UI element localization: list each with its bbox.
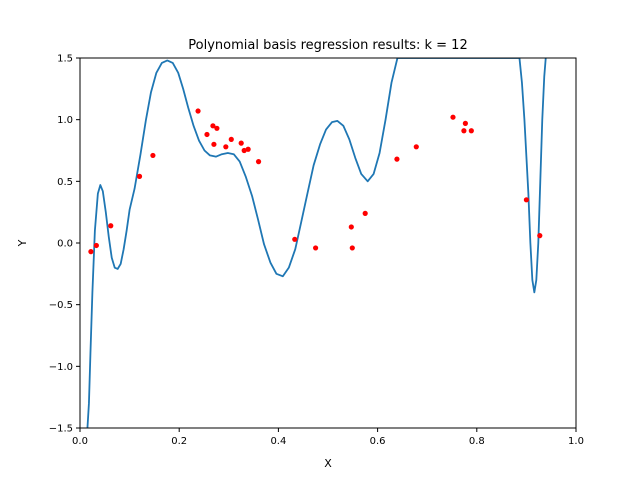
y-tick-label: 1.5 [57,54,73,65]
data-point [150,152,156,159]
data-point [245,146,251,152]
data-point [211,141,217,147]
data-point [468,128,474,134]
x-tick-label: 1.0 [568,436,584,447]
data-point [238,140,244,146]
data-point [362,210,368,216]
plot-background [80,58,576,428]
data-point [214,125,220,131]
y-tick-label: −1.0 [49,362,73,373]
fit-curve [86,58,547,428]
data-point [136,173,143,179]
data-point [204,131,210,138]
data-point [108,223,114,229]
data-point [450,114,456,120]
x-axis-label: X [324,457,332,470]
x-tick-label: 0.6 [370,436,386,447]
data-point [537,233,543,239]
x-tick-label: 0.4 [270,436,286,447]
data-point [313,245,319,251]
x-tick-label: 0.2 [171,436,187,447]
data-point [523,197,530,203]
y-tick-label: 0.0 [57,239,73,250]
y-tick-label: 0.5 [57,177,73,188]
data-point [255,159,262,165]
data-point [292,236,298,242]
y-tick-label: −0.5 [49,300,73,311]
data-point [223,144,229,150]
x-tick-label: 0.0 [72,436,88,447]
chart-title: Polynomial basis regression results: k =… [188,38,467,53]
data-point [93,242,99,249]
data-point [195,108,201,114]
data-point [241,147,247,154]
y-tick-label: −1.5 [49,424,73,435]
data-point [394,156,400,162]
data-point [228,136,234,142]
data-point [461,128,467,134]
data-point [348,224,354,230]
data-point [462,120,468,126]
y-axis-label: Y [16,239,29,247]
data-point [88,249,94,255]
data-point [349,245,355,251]
y-tick-label: 1.0 [57,115,73,126]
data-point [413,144,419,150]
x-tick-label: 0.8 [469,436,485,447]
data-point [210,123,216,129]
